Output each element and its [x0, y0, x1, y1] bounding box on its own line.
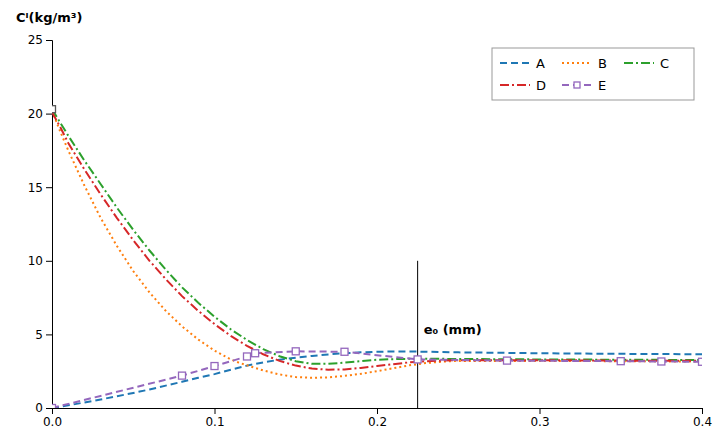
reference-line: [417, 261, 418, 408]
legend-item: A: [500, 56, 545, 71]
y-axis-title: Cᴵ(kg/m³): [16, 10, 82, 25]
legend-label: A: [536, 56, 545, 71]
series-line: [52, 109, 702, 364]
tick-label: 0.0: [43, 415, 62, 429]
legend-swatch: [500, 84, 530, 86]
legend-label: B: [598, 56, 607, 71]
y-axis: 0 5 10 15 20 25: [28, 33, 53, 415]
chart: 0.0 0.1 0.2 0.3 0.4 0 5 10 15 20 25 e₀ (mm) A B C D E Cᴵ(…: [0, 0, 726, 444]
tick-label: 15: [28, 181, 43, 195]
tick-mark: [540, 408, 541, 414]
legend-marker: [574, 82, 580, 88]
legend-item: C: [624, 56, 669, 71]
legend-swatch: [562, 62, 592, 64]
tick-mark: [702, 408, 703, 414]
tick-mark: [46, 114, 52, 115]
series-marker: [341, 348, 348, 355]
series-marker: [179, 372, 186, 379]
tick: 0.0: [43, 408, 62, 429]
tick: 15: [28, 181, 52, 195]
tick: 5: [35, 328, 52, 342]
legend-label: D: [536, 78, 546, 93]
tick-label: 0.1: [205, 415, 224, 429]
tick-mark: [377, 408, 378, 414]
series-marker: [244, 353, 251, 360]
tick-label: 5: [35, 328, 43, 342]
legend-item: B: [562, 56, 607, 71]
series-marker: [414, 356, 421, 363]
tick-label: 20: [28, 107, 43, 121]
tick: 0: [35, 401, 52, 415]
legend-label: E: [598, 78, 606, 93]
series-marker: [252, 350, 259, 357]
tick-label: 0.4: [693, 415, 712, 429]
legend-label: C: [660, 56, 669, 71]
tick-mark: [46, 334, 52, 335]
tick-label: 0.2: [368, 415, 387, 429]
series-marker: [52, 405, 56, 409]
tick-mark: [46, 408, 52, 409]
series-marker: [292, 348, 299, 355]
series-line: [52, 111, 702, 378]
series-marker: [504, 357, 511, 364]
tick-label: 25: [28, 33, 43, 47]
series-marker: [211, 363, 218, 370]
tick-mark: [46, 261, 52, 262]
tick-label: 0: [35, 401, 43, 415]
legend-swatch: [500, 62, 530, 64]
plot-area: 0.0 0.1 0.2 0.3 0.4 0 5 10 15 20 25 e₀ (mm) A B C D E: [28, 33, 712, 428]
tick: 0.3: [530, 408, 549, 429]
series-marker: [658, 358, 665, 365]
tick-label: 0.3: [530, 415, 549, 429]
tick: 0.1: [205, 408, 224, 429]
tick: 0.2: [368, 408, 387, 429]
series-line: [52, 112, 702, 370]
data-layer: [52, 106, 702, 408]
series-marker: [617, 358, 624, 365]
legend-item: D: [500, 78, 546, 93]
series-marker: [699, 358, 703, 365]
tick-mark: [46, 40, 52, 41]
tick-mark: [46, 187, 52, 188]
tick: 0.4: [693, 408, 712, 429]
annotation: e₀ (mm): [424, 322, 482, 337]
legend: A B C D E: [492, 48, 694, 100]
axis-line: [53, 409, 703, 415]
tick-mark: [215, 408, 216, 414]
axis-line: [46, 41, 53, 409]
legend-frame: [492, 48, 694, 100]
tick: 10: [28, 254, 52, 268]
x-axis: 0.0 0.1 0.2 0.3 0.4: [43, 408, 712, 429]
series-line: [52, 351, 702, 408]
tick: 25: [28, 33, 52, 47]
point-marker: [52, 106, 56, 113]
tick-label: 10: [28, 254, 43, 268]
tick: 20: [28, 107, 52, 121]
legend-swatch: [624, 62, 654, 64]
legend-item: E: [562, 78, 606, 93]
